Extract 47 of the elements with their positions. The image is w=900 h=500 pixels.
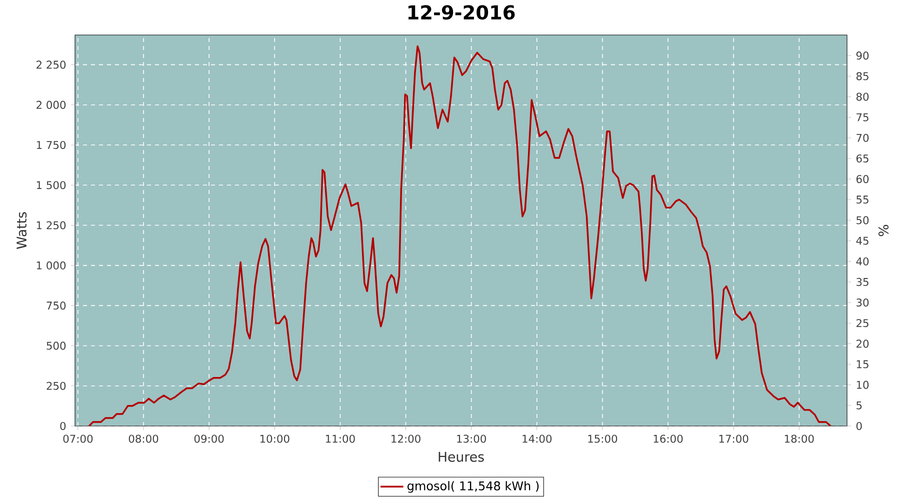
y2-tick-label: 25: [856, 319, 868, 328]
y2-tick-label: 30: [856, 298, 869, 307]
x-tick-label: 10:00: [260, 434, 290, 443]
y2-tick-label: 90: [856, 52, 869, 60]
y-tick-label: 1 750: [36, 140, 66, 150]
y2-tick-label: 0: [856, 422, 862, 430]
y2-tick-label: 35: [856, 278, 868, 286]
x-tick-label: 12:00: [392, 434, 420, 443]
y-axis-title: Watts: [16, 212, 27, 250]
y2-tick-label: 50: [856, 216, 869, 224]
y2-tick-label: 65: [856, 154, 868, 163]
y-tick-label: 250: [46, 382, 66, 390]
y-tick-label: 750: [46, 302, 66, 310]
y2-tick-label: 70: [856, 134, 869, 142]
x-tick-label: 18:00: [784, 434, 814, 443]
y2-tick-label: 5: [856, 401, 862, 410]
y2-tick-label: 80: [856, 92, 869, 101]
y2-tick-label: 10: [856, 380, 869, 389]
y-tick-label: 1 500: [36, 181, 66, 190]
y2-tick-label: 55: [856, 196, 868, 204]
y2-tick-label: 40: [856, 257, 869, 266]
y-tick-label: 1 250: [36, 221, 66, 230]
x-tick-label: 13:00: [457, 434, 486, 443]
y2-tick-label: 75: [856, 113, 868, 122]
y2-tick-label: 45: [856, 236, 868, 245]
x-tick-label: 15:00: [588, 434, 618, 443]
x-tick-label: 07:00: [63, 434, 93, 443]
y-tick-label: 500: [46, 342, 66, 350]
y-tick-label: 1 000: [36, 261, 66, 270]
x-tick-label: 11:00: [326, 434, 355, 443]
y-tick-label: 2 250: [36, 60, 66, 69]
x-tick-label: 08:00: [128, 434, 158, 443]
y2-tick-label: 85: [856, 72, 868, 80]
y2-tick-label: 20: [856, 340, 869, 348]
x-axis-title: Heures: [438, 452, 484, 462]
chart-title: 12-9-2016: [408, 5, 515, 20]
line-series: [88, 45, 832, 426]
x-tick-label: 17:00: [719, 434, 748, 443]
legend-label: gmosol( 11,548 kWh ): [408, 481, 539, 493]
y-tick-label: 2 000: [36, 100, 66, 109]
y2-tick-label: 15: [856, 360, 868, 368]
y2-axis-title: %: [878, 224, 889, 236]
y2-tick-label: 60: [856, 175, 869, 184]
y-tick-label: 0: [60, 422, 66, 430]
x-tick-label: 16:00: [654, 434, 683, 443]
x-tick-label: 09:00: [194, 434, 224, 443]
x-tick-label: 14:00: [522, 434, 552, 443]
